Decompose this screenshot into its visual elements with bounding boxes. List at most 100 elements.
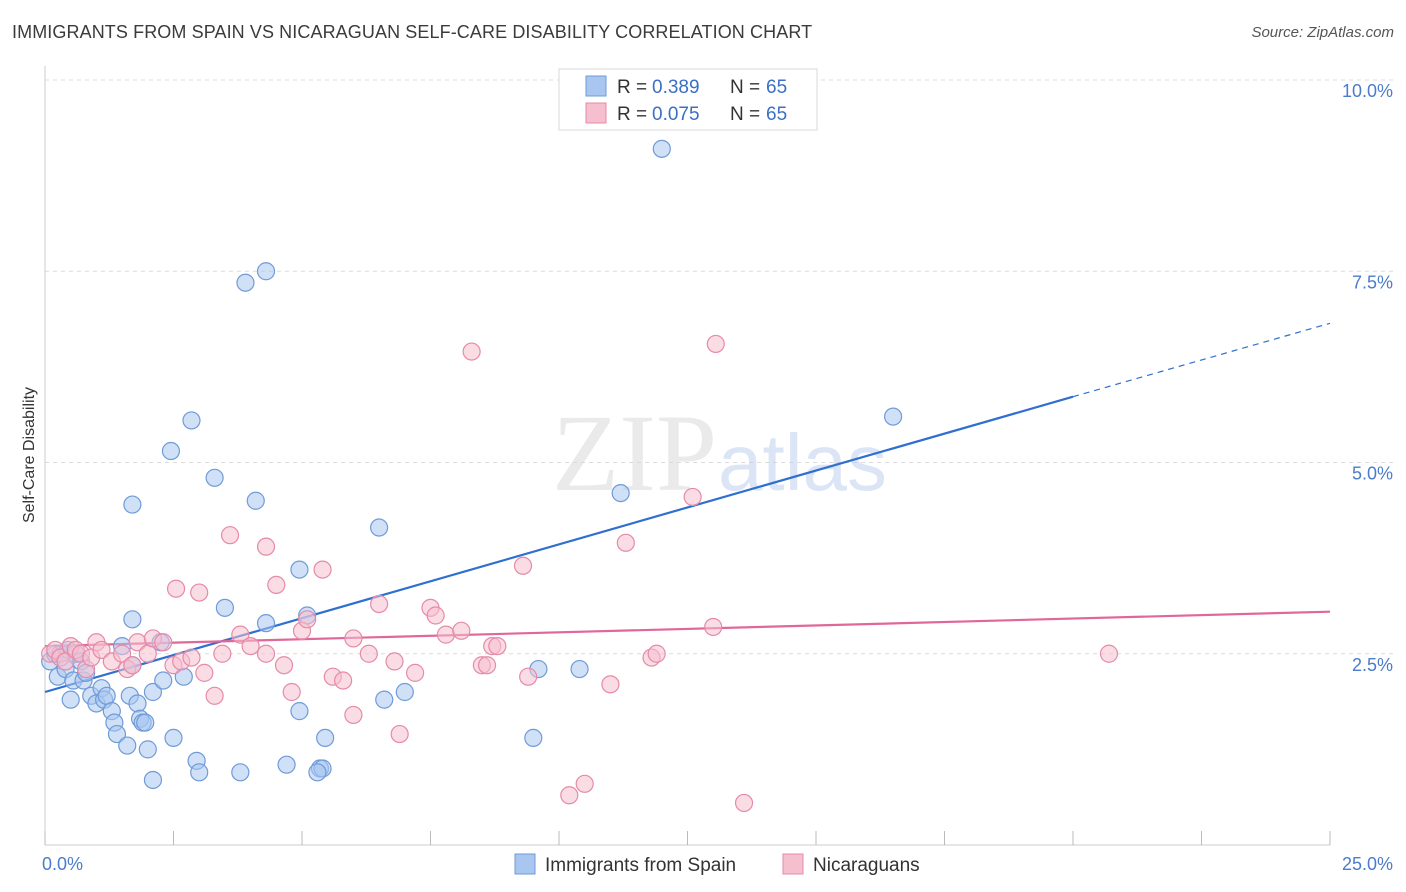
bottom-legend-swatch-blue (514, 853, 536, 875)
point-immigrants-from-spain (570, 659, 589, 679)
point-nicaraguans (385, 652, 404, 671)
point-nicaraguans (513, 556, 533, 575)
point-nicaraguans (195, 663, 214, 682)
point-nicaraguans (560, 786, 579, 805)
point-nicaraguans (334, 671, 353, 690)
point-nicaraguans (436, 625, 456, 644)
legend-r-value-2: 0.075 (652, 104, 700, 125)
point-nicaraguans (298, 610, 317, 629)
trend-lines (44, 322, 1331, 694)
point-immigrants-from-spain (118, 736, 137, 755)
point-nicaraguans (647, 644, 666, 663)
point-nicaraguans (344, 629, 363, 648)
legend-swatch-pink (585, 102, 607, 124)
point-nicaraguans (601, 675, 620, 694)
legend-swatch-blue (585, 75, 607, 97)
point-nicaraguans (359, 644, 378, 663)
legend-n-value-1: 65 (766, 77, 787, 98)
point-nicaraguans (575, 774, 594, 793)
point-nicaraguans (274, 656, 294, 675)
y-axis-label: Self-Care Disability (21, 387, 38, 523)
point-immigrants-from-spain (290, 560, 309, 579)
point-nicaraguans (370, 594, 389, 614)
legend-r-value-1: 0.389 (652, 77, 700, 98)
point-nicaraguans (734, 793, 754, 813)
legend: R = 0.389 N = 65 R = 0.075 N = 65 (558, 68, 818, 131)
point-immigrants-from-spain (231, 763, 250, 782)
point-nicaraguans (182, 648, 201, 667)
point-nicaraguans (190, 583, 209, 602)
point-nicaraguans (256, 537, 276, 556)
point-immigrants-from-spain (370, 518, 389, 537)
point-immigrants-from-spain (143, 682, 163, 702)
point-immigrants-from-spain (161, 441, 181, 461)
bottom-legend-label-1: Immigrants from Spain (545, 855, 736, 876)
point-immigrants-from-spain (154, 671, 173, 690)
point-immigrants-from-spain (246, 491, 265, 510)
point-immigrants-from-spain (182, 411, 201, 430)
source-label: Source: ZipAtlas.com (1251, 24, 1394, 41)
point-nicaraguans (231, 625, 250, 644)
legend-n-value-2: 65 (766, 104, 787, 125)
point-immigrants-from-spain (256, 262, 276, 281)
point-nicaraguans (405, 663, 425, 682)
point-immigrants-from-spain (316, 728, 335, 748)
point-nicaraguans (426, 606, 445, 625)
point-nicaraguans (390, 724, 409, 744)
point-immigrants-from-spain (123, 610, 142, 629)
bottom-legend-label-2: Nicaraguans (813, 855, 920, 876)
point-nicaraguans (462, 342, 481, 361)
point-nicaraguans (138, 644, 157, 663)
trend-line-nicaraguans (44, 610, 1331, 648)
point-nicaraguans (452, 621, 471, 640)
point-nicaraguans (241, 636, 260, 656)
point-immigrants-from-spain (215, 598, 234, 617)
grid-lines (45, 79, 1395, 655)
point-nicaraguans (282, 682, 301, 702)
point-immigrants-from-spain (277, 755, 296, 774)
point-immigrants-from-spain (205, 468, 224, 487)
point-immigrants-from-spain (524, 728, 543, 748)
point-nicaraguans (213, 644, 232, 663)
point-nicaraguans (154, 633, 173, 652)
trend-line-extension-immigrants-from-spain (1072, 322, 1331, 398)
point-immigrants-from-spain (290, 702, 309, 721)
y-tick-label: 10.0% (1342, 81, 1393, 101)
trend-line-immigrants-from-spain (44, 395, 1074, 694)
point-nicaraguans (704, 617, 723, 637)
point-immigrants-from-spain (395, 682, 414, 702)
chart-title: IMMIGRANTS FROM SPAIN VS NICARAGUAN SELF… (12, 22, 813, 42)
point-immigrants-from-spain (107, 724, 127, 744)
point-immigrants-from-spain (308, 763, 327, 782)
point-immigrants-from-spain (61, 690, 80, 709)
point-nicaraguans (256, 644, 276, 663)
x-tick-label: 25.0% (1342, 854, 1393, 874)
point-immigrants-from-spain (136, 713, 155, 732)
point-immigrants-from-spain (652, 139, 671, 158)
point-immigrants-from-spain (97, 686, 116, 705)
point-immigrants-from-spain (256, 614, 276, 633)
point-immigrants-from-spain (375, 690, 394, 709)
point-nicaraguans (616, 533, 635, 552)
legend-n-label-2: N = (730, 104, 760, 125)
bottom-legend-swatch-pink (782, 853, 804, 875)
point-nicaraguans (1099, 644, 1119, 663)
tick-labels: 2.5% 5.0% 7.5% 10.0% 0.0% 25.0% (42, 81, 1393, 874)
point-nicaraguans (706, 334, 725, 354)
point-immigrants-from-spain (138, 740, 157, 759)
data-points (41, 139, 1119, 813)
point-immigrants-from-spain (123, 495, 142, 514)
point-nicaraguans (488, 636, 507, 656)
point-immigrants-from-spain (883, 407, 903, 426)
legend-r-label-1: R = (617, 77, 647, 98)
point-nicaraguans (205, 686, 224, 705)
point-nicaraguans (519, 667, 538, 686)
point-nicaraguans (344, 705, 363, 725)
point-immigrants-from-spain (128, 694, 147, 713)
watermark-atlas: atlas (718, 418, 887, 507)
x-tick-label: 0.0% (42, 854, 83, 874)
legend-r-label-2: R = (617, 104, 647, 125)
point-immigrants-from-spain (236, 273, 255, 292)
legend-n-label-1: N = (730, 77, 760, 98)
point-immigrants-from-spain (164, 728, 183, 748)
